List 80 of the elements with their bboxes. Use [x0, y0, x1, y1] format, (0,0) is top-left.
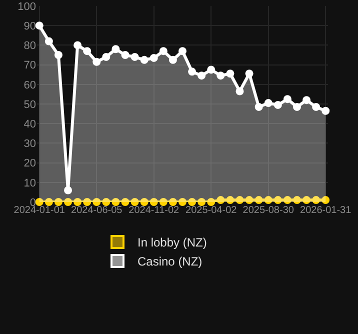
- point: [168, 56, 177, 64]
- x-tick-label: 2024-01-01: [14, 205, 66, 216]
- point: [198, 198, 206, 206]
- point: [83, 47, 92, 56]
- point: [274, 100, 282, 109]
- y-tick-label: 70: [24, 60, 36, 72]
- point: [44, 198, 53, 206]
- point: [140, 56, 148, 64]
- point: [292, 102, 301, 111]
- point: [168, 198, 177, 206]
- point: [302, 96, 311, 104]
- point: [283, 196, 292, 204]
- y-tick-label: 90: [24, 20, 36, 32]
- point: [54, 51, 62, 59]
- point: [44, 37, 53, 46]
- point: [83, 198, 92, 206]
- point: [216, 196, 225, 204]
- point: [292, 196, 301, 204]
- point: [198, 72, 206, 80]
- point: [254, 196, 263, 204]
- point: [112, 198, 120, 206]
- point: [322, 106, 330, 115]
- x-tick-label: 2025-04-02: [186, 205, 238, 216]
- point: [274, 196, 282, 204]
- point: [283, 95, 292, 104]
- y-tick-label: 30: [24, 138, 36, 150]
- x-tick-label: 2024-06-05: [71, 205, 123, 216]
- point: [150, 198, 158, 206]
- point: [312, 102, 320, 111]
- point: [121, 51, 130, 59]
- x-tick-label: 2026-01-31: [300, 205, 352, 216]
- point: [236, 196, 244, 204]
- point: [264, 196, 272, 204]
- y-tick-label: 100: [18, 0, 36, 13]
- y-tick-label: 80: [24, 40, 36, 52]
- point: [236, 87, 244, 96]
- point: [159, 198, 168, 206]
- point: [35, 22, 44, 30]
- point: [302, 196, 311, 204]
- point: [140, 198, 148, 206]
- point: [130, 198, 139, 206]
- point: [245, 70, 254, 78]
- y-tick-label: 40: [24, 118, 36, 130]
- point: [178, 47, 186, 56]
- point: [92, 58, 101, 66]
- point: [207, 198, 216, 206]
- x-tick-label: 2025-08-30: [242, 205, 294, 216]
- point: [150, 54, 158, 62]
- y-tick-label: 50: [24, 98, 36, 111]
- point: [207, 66, 216, 74]
- point: [178, 198, 186, 206]
- point: [74, 41, 82, 50]
- point: [159, 47, 168, 56]
- point: [254, 102, 263, 111]
- point: [112, 45, 120, 54]
- y-tick-label: 20: [24, 158, 36, 170]
- y-tick-label: 10: [24, 177, 36, 190]
- point: [102, 198, 110, 206]
- point: [121, 198, 130, 206]
- y-tick-label: 60: [24, 79, 36, 92]
- point: [216, 72, 225, 80]
- legend-label: In lobby (NZ): [138, 236, 207, 250]
- point: [130, 52, 139, 61]
- point: [245, 196, 254, 204]
- point: [226, 196, 234, 204]
- point: [64, 198, 72, 206]
- x-tick-label: 2024-11-02: [128, 205, 180, 216]
- point: [264, 99, 272, 108]
- point: [188, 198, 196, 206]
- point: [102, 52, 110, 61]
- point: [35, 198, 44, 206]
- point: [188, 68, 196, 76]
- legend-label: Casino (NZ): [138, 254, 202, 269]
- point: [226, 70, 234, 78]
- point: [312, 196, 320, 204]
- point: [74, 198, 82, 206]
- point: [322, 196, 330, 204]
- point: [54, 198, 62, 206]
- point: [64, 186, 72, 194]
- point: [92, 198, 101, 206]
